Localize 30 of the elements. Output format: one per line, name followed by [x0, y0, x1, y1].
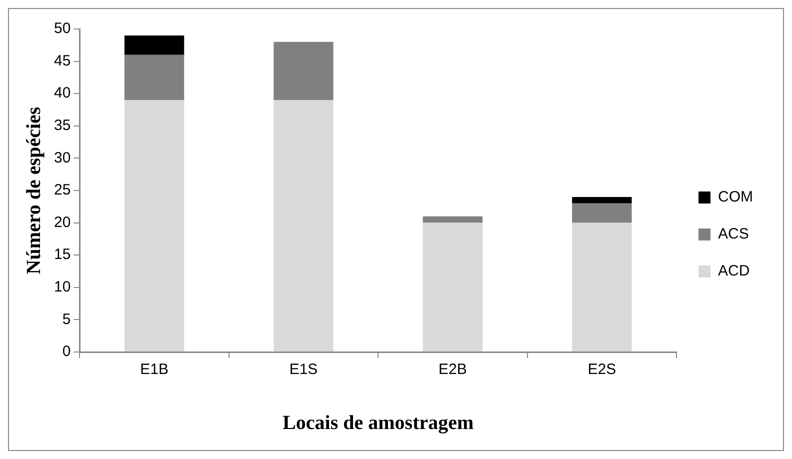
- legend-label: ACS: [718, 226, 749, 243]
- bar: [124, 35, 184, 55]
- y-tick-label: 5: [62, 310, 71, 328]
- y-axis-title: Número de espécies: [23, 106, 46, 274]
- bar: [422, 216, 483, 223]
- y-tick-label: 50: [54, 20, 71, 38]
- y-tick-label: 15: [54, 246, 71, 264]
- bar: [572, 203, 632, 223]
- y-tick-label: 40: [54, 84, 71, 102]
- x-tick-label: E2S: [588, 361, 616, 378]
- x-tick-label: E1S: [289, 361, 318, 378]
- x-tick-label: E2B: [438, 361, 467, 378]
- x-tick-label: E1B: [140, 361, 168, 378]
- y-tick-label: 45: [54, 52, 71, 70]
- y-tick-label: 30: [54, 149, 71, 166]
- bar: [274, 100, 334, 352]
- bar: [422, 222, 483, 352]
- y-tick-label: 25: [54, 182, 71, 199]
- y-tick-label: 0: [62, 343, 71, 360]
- y-tick-label: 20: [54, 214, 71, 231]
- x-axis-title: Locais de amostragem: [282, 412, 474, 434]
- bar: [124, 100, 184, 352]
- legend-label: COM: [718, 188, 754, 206]
- bar: [572, 222, 632, 352]
- y-tick-label: 35: [54, 117, 71, 134]
- legend-label: ACD: [718, 262, 750, 280]
- bar: [274, 42, 334, 100]
- bar: [124, 54, 184, 100]
- bar: [572, 196, 632, 204]
- y-tick-label: 10: [54, 278, 71, 296]
